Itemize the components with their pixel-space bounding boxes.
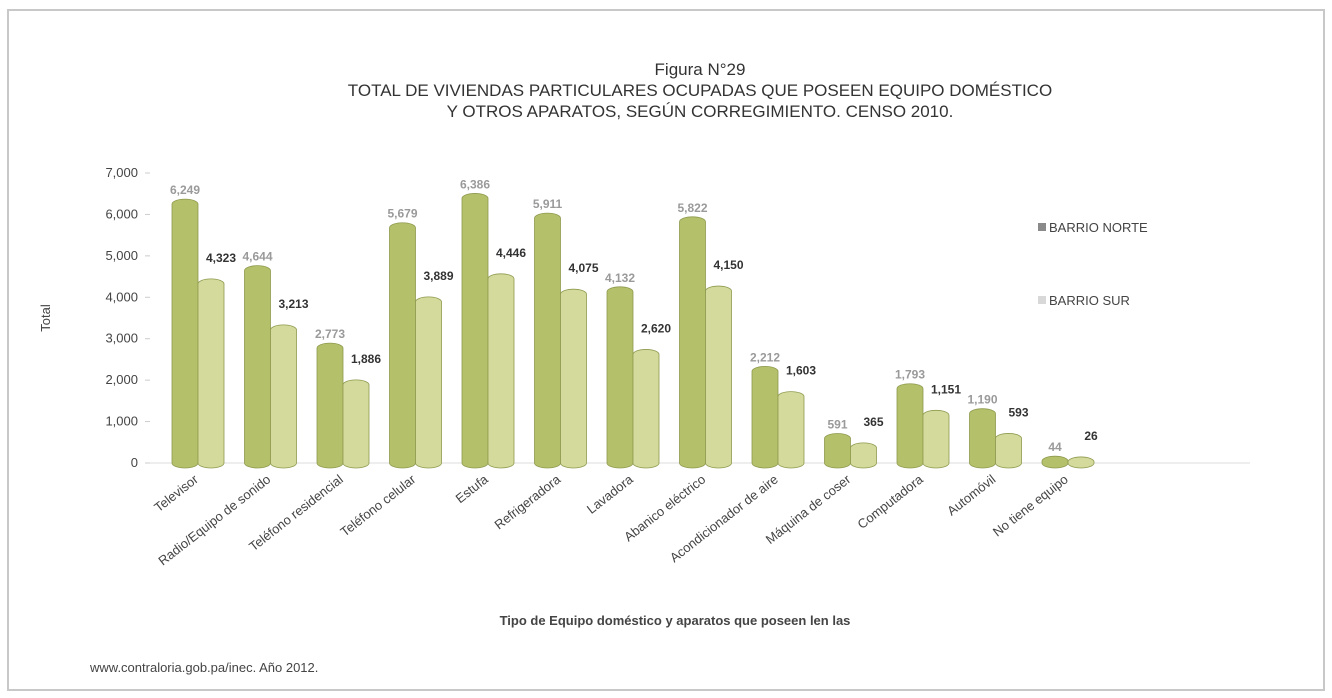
bar [751, 365, 779, 469]
value-label: 2,212 [750, 350, 780, 364]
value-label: 4,644 [242, 250, 272, 264]
chart-subtitle: Y OTROS APARATOS, SEGÚN CORREGIMIENTO. C… [447, 102, 954, 121]
bar [534, 212, 561, 469]
bar [244, 265, 271, 469]
bar [487, 273, 515, 469]
bar [995, 433, 1022, 469]
value-label: 1,151 [931, 382, 961, 396]
value-label: 2,620 [641, 321, 671, 335]
y-tick-label: 4,000 [105, 289, 138, 304]
y-tick-label: 6,000 [105, 206, 138, 221]
value-label: 5,911 [533, 197, 563, 211]
value-label: 4,132 [605, 271, 635, 285]
value-label: 44 [1048, 440, 1062, 454]
bar [171, 198, 199, 469]
value-label: 3,213 [278, 297, 308, 311]
value-label: 1,886 [351, 352, 381, 366]
bar [922, 409, 950, 469]
bar [415, 296, 442, 469]
value-label: 1,603 [786, 364, 816, 378]
value-label: 591 [827, 418, 847, 432]
bar [632, 349, 660, 469]
value-label: 26 [1084, 429, 1098, 443]
bar [824, 433, 851, 469]
bar [316, 342, 344, 469]
value-label: 4,446 [496, 246, 526, 260]
value-label: 1,793 [895, 368, 925, 382]
bar [606, 286, 634, 469]
bar [679, 216, 706, 469]
frame [7, 9, 1325, 691]
bar [197, 278, 225, 469]
source: www.contraloria.gob.pa/inec. Año 2012. [89, 660, 318, 675]
bar [270, 324, 297, 469]
value-label: 4,075 [568, 261, 598, 275]
bar [896, 383, 924, 469]
y-axis-label: Total [38, 304, 53, 332]
value-label: 6,249 [170, 183, 200, 197]
value-label: 365 [863, 415, 883, 429]
y-tick-label: 7,000 [105, 165, 138, 180]
legend-swatch [1038, 223, 1046, 231]
y-tick-label: 3,000 [105, 331, 138, 346]
y-tick-label: 2,000 [105, 372, 138, 387]
value-label: 1,190 [967, 393, 997, 407]
value-label: 4,150 [713, 258, 743, 272]
legend-swatch [1038, 296, 1046, 304]
y-tick-label: 5,000 [105, 248, 138, 263]
bar [389, 222, 416, 469]
bar [560, 288, 587, 469]
value-label: 3,889 [423, 269, 453, 283]
bar [1067, 456, 1095, 469]
bar [461, 193, 489, 469]
value-label: 4,323 [206, 251, 236, 265]
value-label: 6,386 [460, 177, 490, 191]
value-label: 593 [1008, 405, 1028, 419]
figure-label: Figura N°29 [655, 60, 746, 79]
y-tick-label: 1,000 [105, 414, 138, 429]
legend-label: BARRIO NORTE [1049, 220, 1148, 235]
chart-title: TOTAL DE VIVIENDAS PARTICULARES OCUPADAS… [348, 81, 1052, 100]
value-label: 5,679 [387, 207, 417, 221]
value-label: 5,822 [677, 201, 707, 215]
x-axis-label: Tipo de Equipo doméstico y aparatos que … [500, 613, 851, 628]
bar [850, 442, 877, 469]
legend-label: BARRIO SUR [1049, 293, 1130, 308]
bar [1041, 455, 1069, 469]
bar [969, 408, 996, 469]
y-tick-label: 0 [131, 455, 138, 470]
bar [342, 379, 370, 469]
bar [777, 391, 805, 469]
bar [705, 285, 732, 469]
value-label: 2,773 [315, 327, 345, 341]
